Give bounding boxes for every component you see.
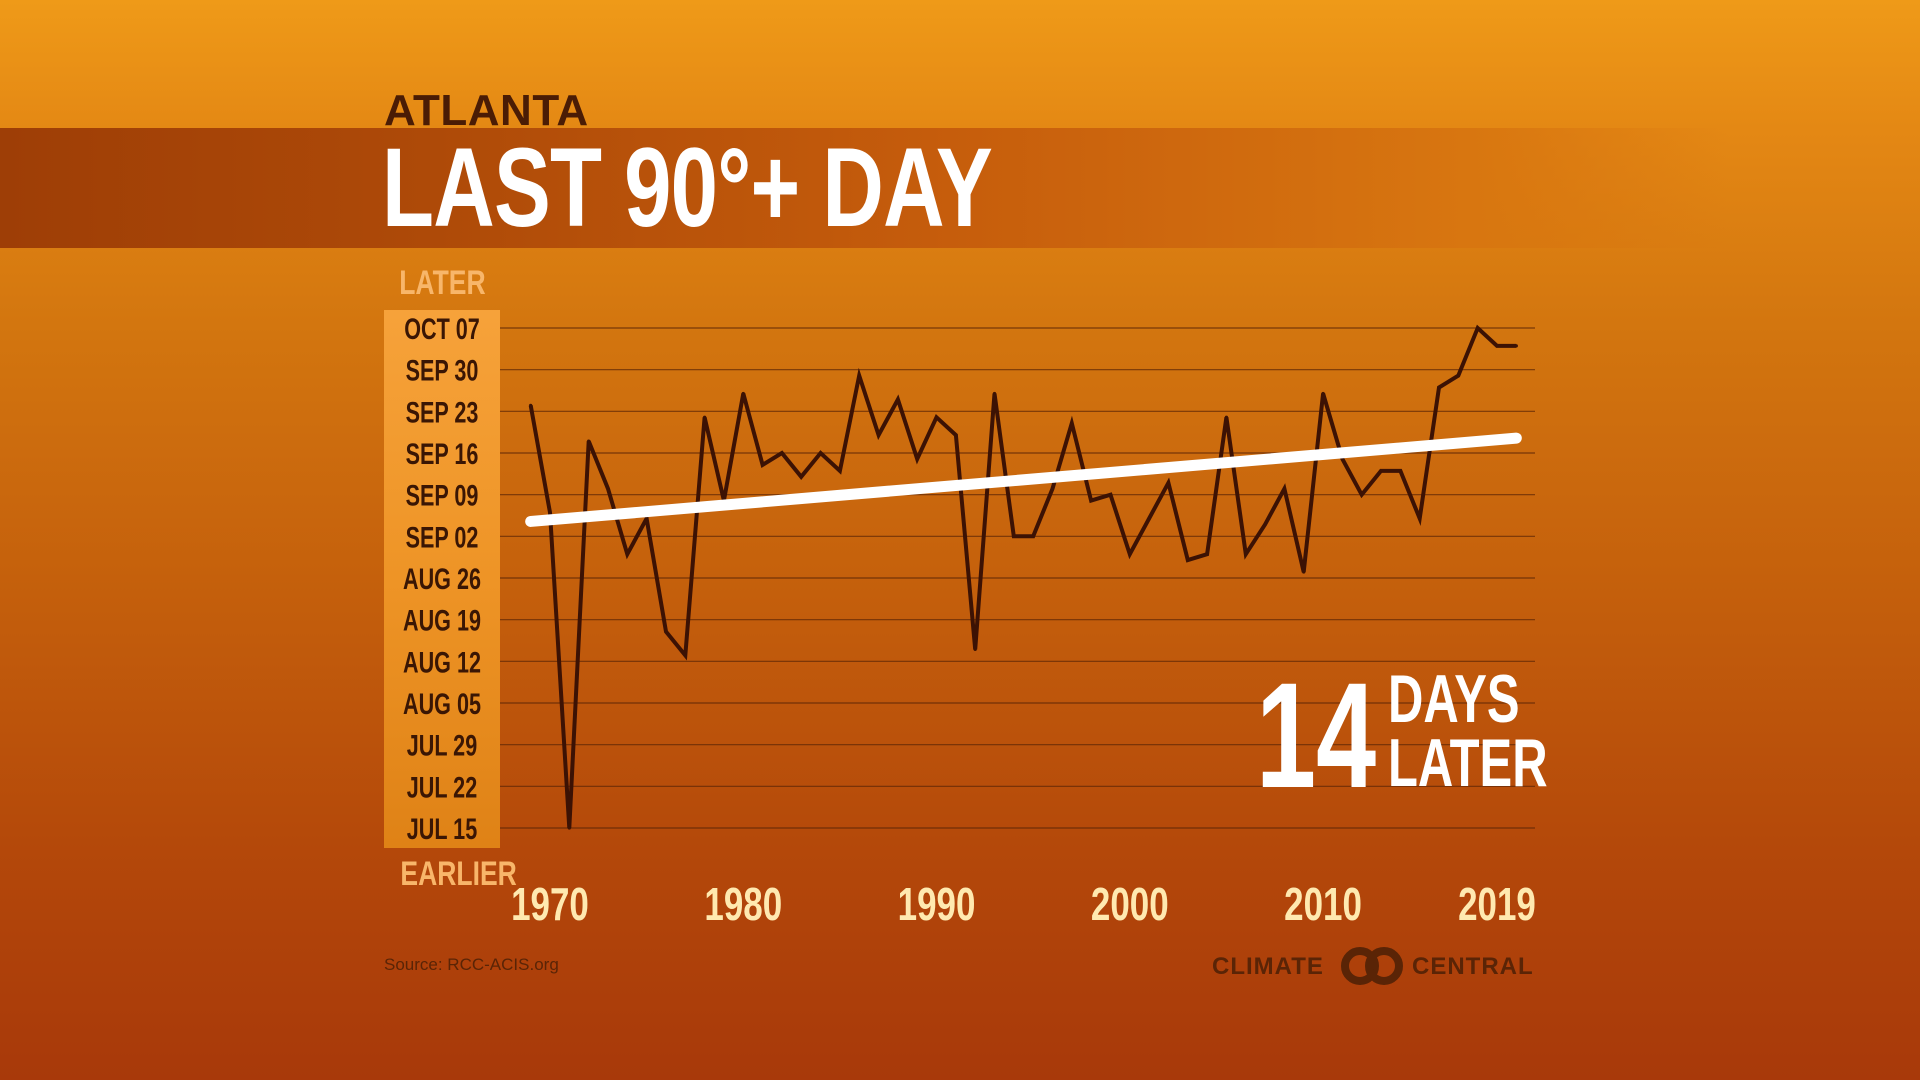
- data-point: [1418, 516, 1422, 521]
- data-point: [1050, 487, 1055, 491]
- y-tick-label: JUL 22: [407, 770, 477, 804]
- series-line: [528, 324, 1517, 829]
- data-point: [1398, 469, 1402, 473]
- data-point: [587, 439, 591, 443]
- data-point: [876, 433, 881, 437]
- y-axis-panel: [384, 310, 500, 848]
- y-axis-earlier-label: EARLIER: [400, 855, 517, 893]
- data-point: [1360, 493, 1364, 497]
- data-point: [1437, 385, 1441, 390]
- city-label: ATLANTA: [384, 86, 589, 135]
- trend-callout: 14 DAYS LATER: [1256, 660, 1586, 810]
- y-tick-label: SEP 30: [406, 353, 479, 387]
- data-point: [1166, 481, 1171, 485]
- page-title: LAST 90°+ DAY: [382, 125, 993, 250]
- data-point: [1128, 552, 1132, 556]
- data-point: [934, 415, 939, 419]
- data-point: [741, 391, 745, 396]
- data-point: [529, 403, 533, 407]
- data-point: [664, 629, 668, 634]
- y-tick-label: AUG 26: [403, 561, 481, 595]
- data-point: [1108, 493, 1113, 497]
- x-tick-label: 2000: [1091, 878, 1169, 930]
- callout-later: LATER: [1388, 725, 1548, 801]
- callout-days: DAYS: [1388, 661, 1520, 737]
- brand-word-central: CENTRAL: [1412, 953, 1534, 980]
- data-point: [992, 391, 997, 396]
- data-point: [915, 457, 919, 461]
- data-point: [838, 469, 842, 473]
- data-point: [1379, 469, 1383, 473]
- data-point: [1089, 499, 1093, 503]
- data-point: [973, 647, 977, 652]
- y-axis-later-label: LATER: [398, 264, 486, 302]
- y-tick-label: AUG 19: [403, 603, 481, 637]
- logo-rings-icon: [1341, 947, 1403, 985]
- x-tick-label: 1990: [898, 878, 976, 930]
- y-tick-label: JUL 15: [407, 811, 477, 845]
- data-point: [1456, 374, 1460, 378]
- y-tick-label: SEP 23: [406, 395, 479, 429]
- data-point: [1147, 516, 1151, 521]
- x-tick-label: 1970: [511, 878, 589, 930]
- data-point: [818, 451, 823, 455]
- data-point: [1321, 391, 1325, 396]
- data-point: [1012, 534, 1016, 538]
- y-tick-label: AUG 05: [403, 686, 481, 720]
- data-point: [1186, 558, 1190, 562]
- data-point: [954, 433, 958, 437]
- data-point: [857, 374, 861, 378]
- data-point: [645, 516, 649, 521]
- data-point: [548, 510, 552, 515]
- x-tick-label: 2010: [1284, 878, 1362, 930]
- data-point: [683, 653, 687, 657]
- data-point: [606, 487, 610, 491]
- y-tick-label: JUL 29: [407, 728, 477, 762]
- source-note: Source: RCC-ACIS.org: [384, 955, 559, 974]
- data-point: [1031, 534, 1035, 538]
- data-point: [1224, 415, 1229, 419]
- data-point: [780, 451, 784, 455]
- y-tick-label: SEP 09: [406, 478, 479, 512]
- title-band: [0, 128, 1728, 248]
- y-tick-label: AUG 12: [403, 645, 481, 679]
- data-point: [625, 552, 629, 556]
- data-point: [1514, 344, 1518, 348]
- data-point: [1070, 421, 1074, 425]
- data-point: [567, 826, 571, 830]
- climate-central-logo: CLIMATE CENTRAL: [1212, 944, 1538, 988]
- y-tick-label: OCT 07: [404, 311, 480, 345]
- data-point: [1476, 326, 1480, 330]
- data-point: [1495, 344, 1499, 348]
- data-point: [760, 463, 765, 467]
- x-tick-label: 2019: [1458, 878, 1536, 930]
- data-point: [1263, 522, 1267, 527]
- data-point: [896, 397, 900, 402]
- y-tick-label: SEP 16: [406, 436, 479, 470]
- data-point: [1244, 552, 1248, 556]
- data-point: [1282, 487, 1287, 491]
- data-point: [1302, 570, 1306, 574]
- data-point: [799, 475, 803, 479]
- brand-word-climate: CLIMATE: [1212, 953, 1324, 980]
- data-point: [1205, 552, 1209, 556]
- x-tick-label: 1980: [704, 878, 782, 930]
- data-point: [703, 415, 707, 419]
- callout-number: 14: [1256, 651, 1377, 819]
- y-tick-label: SEP 02: [406, 520, 479, 554]
- trend-line: [525, 432, 1522, 527]
